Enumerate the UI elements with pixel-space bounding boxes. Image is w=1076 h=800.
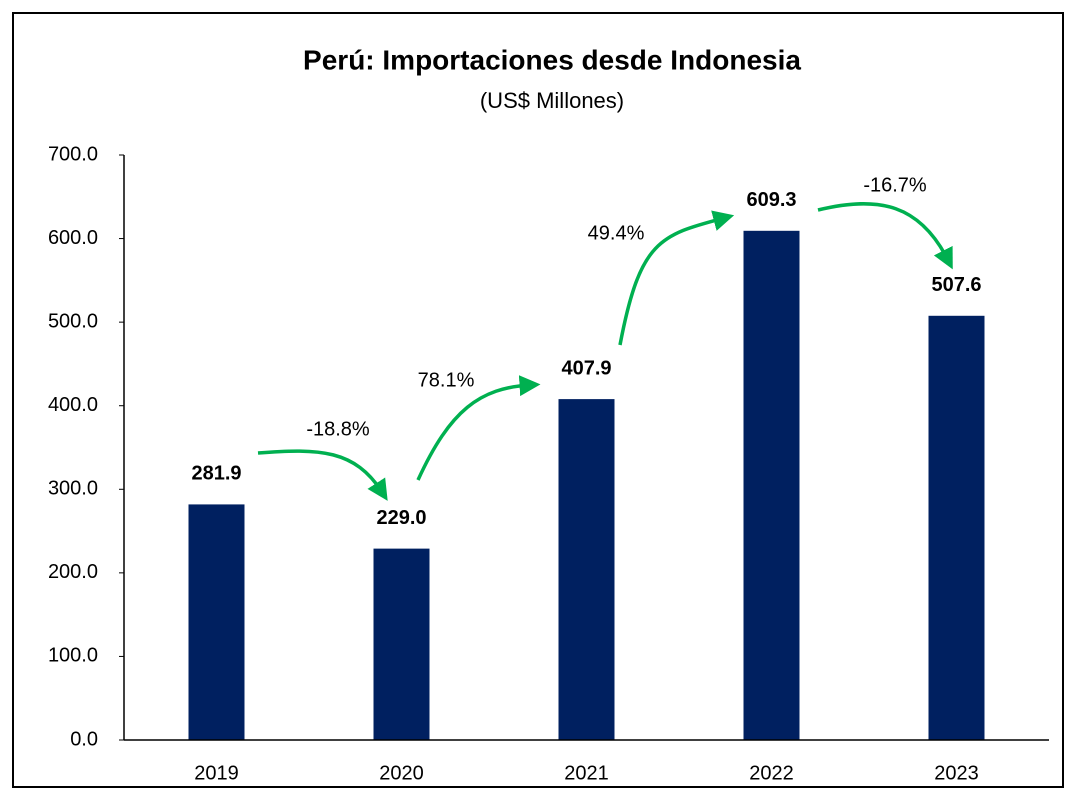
growth-arrow bbox=[416, 375, 541, 481]
growth-arrow bbox=[618, 210, 735, 346]
growth-arrow bbox=[817, 202, 953, 270]
growth-label: -16.7% bbox=[863, 174, 927, 196]
growth-arrow bbox=[257, 449, 388, 501]
value-label: 229.0 bbox=[376, 507, 426, 529]
bar bbox=[373, 548, 430, 740]
y-tick-label: 400.0 bbox=[48, 394, 98, 416]
value-label: 609.3 bbox=[746, 189, 796, 211]
bar bbox=[188, 504, 245, 740]
value-label: 281.9 bbox=[191, 463, 241, 485]
x-tick-label: 2019 bbox=[194, 762, 239, 784]
chart-subtitle: (US$ Millones) bbox=[480, 88, 624, 113]
bar bbox=[743, 230, 800, 740]
x-tick-label: 2021 bbox=[564, 762, 609, 784]
growth-label: -18.8% bbox=[306, 418, 370, 440]
growth-label: 49.4% bbox=[588, 222, 645, 244]
value-label: 407.9 bbox=[561, 357, 611, 379]
y-tick-label: 100.0 bbox=[48, 645, 98, 667]
y-tick-label: 0.0 bbox=[70, 728, 98, 750]
y-tick-label: 200.0 bbox=[48, 561, 98, 583]
y-tick-label: 500.0 bbox=[48, 310, 98, 332]
chart-title: Perú: Importaciones desde Indonesia bbox=[303, 44, 801, 75]
x-tick-label: 2022 bbox=[749, 762, 794, 784]
y-tick-label: 700.0 bbox=[48, 143, 98, 165]
x-tick-label: 2020 bbox=[379, 762, 424, 784]
y-tick-label: 300.0 bbox=[48, 478, 98, 500]
bar bbox=[928, 315, 985, 740]
bar bbox=[558, 399, 615, 740]
y-tick-label: 600.0 bbox=[48, 227, 98, 249]
growth-label: 78.1% bbox=[418, 369, 475, 391]
frame bbox=[12, 12, 1064, 788]
x-tick-label: 2023 bbox=[934, 762, 979, 784]
value-label: 507.6 bbox=[931, 274, 981, 296]
